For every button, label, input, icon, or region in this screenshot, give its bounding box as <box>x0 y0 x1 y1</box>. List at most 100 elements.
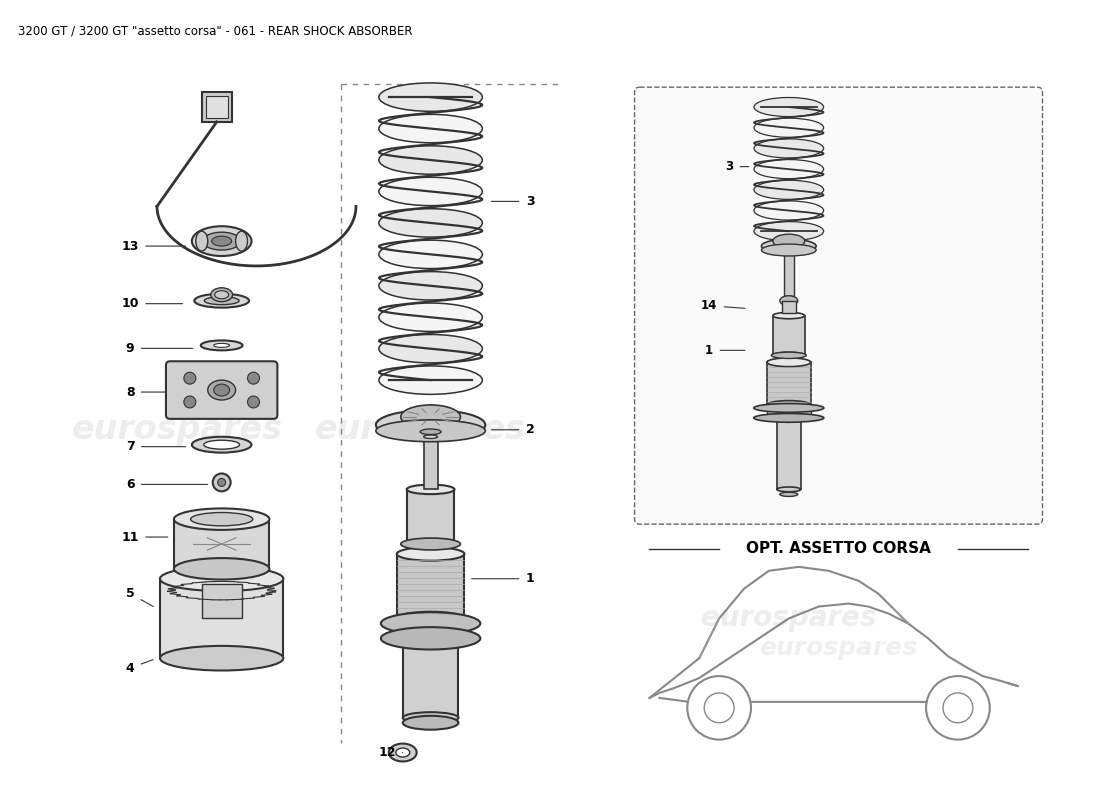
Ellipse shape <box>403 716 459 730</box>
Text: 4: 4 <box>125 660 153 674</box>
Ellipse shape <box>174 558 270 579</box>
Ellipse shape <box>773 352 805 358</box>
Ellipse shape <box>381 612 481 634</box>
Ellipse shape <box>424 435 438 438</box>
Ellipse shape <box>397 547 464 561</box>
Bar <box>397 623 464 638</box>
Bar <box>424 437 438 490</box>
Ellipse shape <box>378 271 482 300</box>
Circle shape <box>218 478 226 486</box>
Text: 3: 3 <box>492 195 535 208</box>
Ellipse shape <box>767 401 811 410</box>
Ellipse shape <box>773 313 805 318</box>
Circle shape <box>248 372 260 384</box>
Ellipse shape <box>378 334 482 363</box>
Ellipse shape <box>780 492 798 497</box>
Ellipse shape <box>754 98 824 117</box>
Ellipse shape <box>754 403 824 412</box>
Ellipse shape <box>777 418 801 422</box>
Ellipse shape <box>213 384 230 396</box>
Bar <box>767 362 811 405</box>
Text: 2: 2 <box>492 423 535 436</box>
Ellipse shape <box>378 178 482 206</box>
Ellipse shape <box>190 513 253 526</box>
Ellipse shape <box>378 209 482 237</box>
Circle shape <box>943 693 972 722</box>
Text: eurospares: eurospares <box>701 605 877 633</box>
Bar <box>201 584 242 618</box>
Ellipse shape <box>396 748 409 757</box>
Text: 12: 12 <box>378 746 403 759</box>
Text: 13: 13 <box>121 239 186 253</box>
Ellipse shape <box>191 226 252 256</box>
Ellipse shape <box>174 509 270 530</box>
Ellipse shape <box>754 139 824 158</box>
Text: 3: 3 <box>725 160 749 173</box>
Ellipse shape <box>378 303 482 331</box>
Ellipse shape <box>378 83 482 111</box>
Ellipse shape <box>754 222 824 241</box>
Text: eurospares: eurospares <box>72 414 283 446</box>
Ellipse shape <box>196 231 208 251</box>
Circle shape <box>184 372 196 384</box>
Ellipse shape <box>376 420 485 442</box>
Text: 10: 10 <box>121 297 183 310</box>
Text: 11: 11 <box>121 530 168 543</box>
Ellipse shape <box>378 114 482 142</box>
Bar <box>397 554 464 618</box>
Ellipse shape <box>191 437 252 453</box>
Ellipse shape <box>235 231 248 251</box>
Circle shape <box>688 676 751 740</box>
Ellipse shape <box>208 380 235 400</box>
Text: 8: 8 <box>125 386 166 398</box>
Text: 9: 9 <box>125 342 192 355</box>
Bar <box>403 638 459 718</box>
Ellipse shape <box>397 612 464 626</box>
Text: 14: 14 <box>701 299 745 312</box>
Ellipse shape <box>400 538 461 550</box>
Ellipse shape <box>160 566 284 591</box>
Ellipse shape <box>205 297 239 305</box>
Ellipse shape <box>761 244 816 256</box>
Ellipse shape <box>202 232 241 250</box>
Circle shape <box>184 396 196 408</box>
Ellipse shape <box>420 429 441 434</box>
Text: 5: 5 <box>125 587 153 606</box>
Circle shape <box>926 676 990 740</box>
Bar <box>407 490 454 544</box>
Ellipse shape <box>195 294 249 308</box>
Text: eurospares: eurospares <box>759 636 917 660</box>
Ellipse shape <box>754 201 824 220</box>
Text: 3200 GT / 3200 GT "assetto corsa" - 061 - REAR SHOCK ABSORBER: 3200 GT / 3200 GT "assetto corsa" - 061 … <box>18 25 412 38</box>
Ellipse shape <box>773 234 805 248</box>
FancyBboxPatch shape <box>635 87 1043 524</box>
Bar <box>160 578 284 658</box>
Ellipse shape <box>388 743 417 762</box>
Bar <box>767 408 811 418</box>
Ellipse shape <box>407 485 454 494</box>
Ellipse shape <box>214 290 229 298</box>
Ellipse shape <box>777 487 801 492</box>
Circle shape <box>212 474 231 491</box>
Ellipse shape <box>378 366 482 394</box>
Bar <box>174 519 270 569</box>
Ellipse shape <box>403 633 459 644</box>
Ellipse shape <box>211 236 232 246</box>
Ellipse shape <box>213 343 230 347</box>
Bar <box>201 92 232 122</box>
Circle shape <box>248 396 260 408</box>
Bar <box>782 301 795 313</box>
Ellipse shape <box>754 118 824 138</box>
Ellipse shape <box>204 440 240 449</box>
Ellipse shape <box>376 410 485 440</box>
Ellipse shape <box>754 180 824 199</box>
Ellipse shape <box>767 358 811 366</box>
Ellipse shape <box>160 646 284 670</box>
Ellipse shape <box>771 352 806 358</box>
FancyBboxPatch shape <box>166 362 277 419</box>
Text: OPT. ASSETTO CORSA: OPT. ASSETTO CORSA <box>746 542 931 557</box>
Ellipse shape <box>780 296 798 306</box>
Ellipse shape <box>211 288 232 302</box>
Ellipse shape <box>754 159 824 178</box>
Ellipse shape <box>381 627 481 650</box>
